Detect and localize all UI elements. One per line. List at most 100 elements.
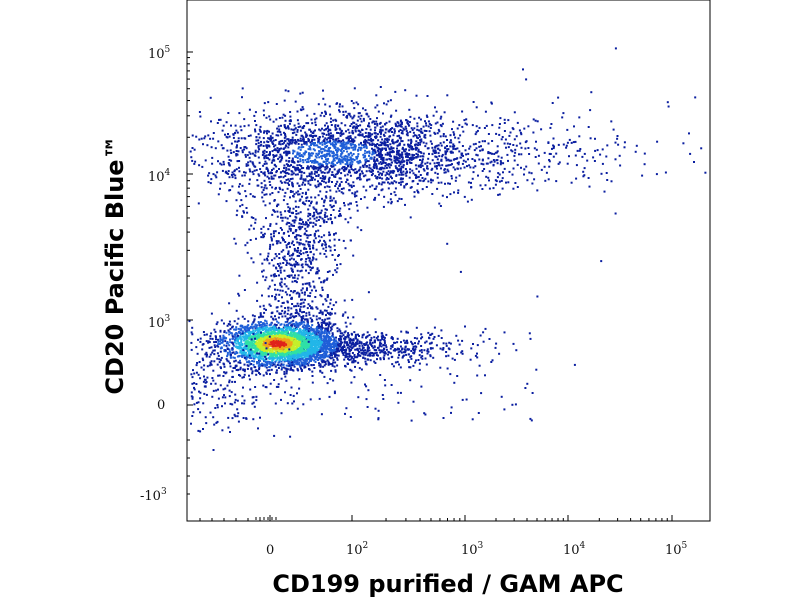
event-dot-1806 — [310, 134, 312, 137]
event-dot-2638 — [281, 296, 283, 299]
event-dot-1677 — [462, 154, 464, 157]
event-dot-2250 — [282, 148, 285, 150]
event-dot-2194 — [284, 132, 286, 135]
event-dot-1781 — [383, 161, 386, 164]
event-dot-4144 — [305, 353, 308, 356]
event-dot-4802 — [265, 362, 268, 365]
event-dot-3305 — [273, 235, 275, 238]
event-dot-443 — [383, 181, 386, 184]
event-dot-1494 — [258, 148, 261, 151]
event-dot-2285 — [308, 152, 311, 155]
event-dot-3870 — [310, 360, 312, 362]
event-dot-1145 — [240, 199, 243, 202]
event-dot-367 — [440, 115, 443, 118]
event-dot-1789 — [389, 175, 392, 178]
event-dot-1917 — [600, 172, 603, 175]
event-dot-1216 — [403, 150, 406, 153]
event-dot-1207 — [319, 169, 322, 172]
event-dot-2099 — [384, 131, 387, 134]
event-dot-2898 — [267, 255, 270, 258]
event-dot-2322 — [328, 154, 331, 157]
event-dot-562 — [491, 124, 494, 127]
event-dot-2941 — [352, 254, 355, 257]
event-dot-2144 — [269, 118, 272, 121]
event-dot-4208 — [286, 333, 289, 336]
event-dot-947 — [440, 167, 442, 170]
event-dot-2201 — [377, 139, 380, 142]
event-dot-905 — [379, 168, 382, 171]
event-dot-2808 — [333, 249, 336, 251]
event-dot-2385 — [291, 183, 294, 186]
event-dot-593 — [536, 120, 539, 123]
event-dot-2936 — [307, 241, 310, 243]
event-dot-242 — [447, 182, 450, 185]
event-dot-2082 — [327, 150, 330, 153]
event-dot-193 — [262, 137, 265, 140]
event-dot-2086 — [292, 139, 295, 142]
event-dot-2518 — [322, 140, 325, 142]
event-dot-2351 — [358, 176, 361, 179]
event-dot-3545 — [385, 346, 388, 349]
event-dot-1346 — [289, 178, 292, 180]
event-dot-764 — [294, 100, 297, 103]
event-dot-4188 — [348, 354, 351, 357]
event-dot-2840 — [270, 236, 273, 239]
event-dot-4671 — [271, 343, 274, 346]
event-dot-4353 — [263, 348, 266, 351]
event-dot-3416 — [315, 306, 318, 309]
event-dot-224 — [643, 163, 646, 166]
event-dot-573 — [325, 165, 328, 168]
event-dot-1880 — [379, 131, 382, 134]
event-dot-654 — [217, 140, 220, 143]
event-dot-2722 — [312, 239, 315, 242]
event-dot-797 — [450, 175, 453, 177]
event-dot-3441 — [327, 218, 330, 221]
event-dot-1285 — [436, 158, 439, 161]
event-dot-4855 — [275, 359, 278, 362]
event-dot-2060 — [426, 147, 429, 150]
event-dot-803 — [265, 166, 268, 169]
event-dot-82 — [415, 167, 418, 170]
event-dot-226 — [430, 181, 433, 184]
event-dot-3519 — [273, 363, 276, 366]
event-dot-2446 — [432, 149, 435, 152]
event-dot-2412 — [365, 146, 368, 149]
event-dot-1 — [349, 174, 352, 177]
event-dot-1068 — [262, 109, 265, 112]
event-dot-1250 — [308, 139, 310, 142]
event-dot-1516 — [579, 148, 582, 150]
event-dot-4851 — [247, 345, 250, 348]
event-dot-2178 — [332, 138, 335, 141]
event-dot-3320 — [309, 269, 312, 272]
event-dot-4679 — [293, 327, 296, 330]
event-dot-3027 — [233, 237, 236, 240]
event-dot-518 — [395, 181, 398, 184]
event-dot-1137 — [330, 137, 333, 140]
event-dot-1967 — [410, 127, 413, 130]
event-dot-2091 — [419, 166, 422, 169]
event-dot-1975 — [398, 197, 401, 200]
event-dot-3395 — [312, 257, 315, 260]
event-dot-2535 — [366, 141, 369, 144]
event-dot-1423 — [320, 155, 322, 158]
event-dot-2314 — [322, 165, 324, 168]
event-dot-1572 — [402, 166, 405, 169]
event-dot-1476 — [413, 117, 416, 120]
event-dot-3251 — [308, 245, 311, 248]
event-dot-1609 — [369, 167, 372, 170]
event-dot-3207 — [326, 215, 329, 218]
event-dot-374 — [307, 166, 310, 169]
event-dot-572 — [413, 191, 416, 194]
event-dot-2265 — [341, 151, 344, 154]
event-dot-433 — [245, 147, 248, 150]
event-dot-4914 — [336, 358, 339, 361]
event-dot-457 — [612, 128, 615, 131]
event-dot-4206 — [351, 361, 354, 364]
event-dot-2648 — [278, 293, 281, 296]
event-dot-2453 — [381, 172, 384, 175]
event-dot-2034 — [310, 144, 312, 147]
event-dot-1771 — [291, 177, 294, 180]
event-dot-3361 — [323, 221, 326, 224]
event-dot-1845 — [462, 159, 465, 162]
event-dot-533 — [320, 151, 323, 154]
